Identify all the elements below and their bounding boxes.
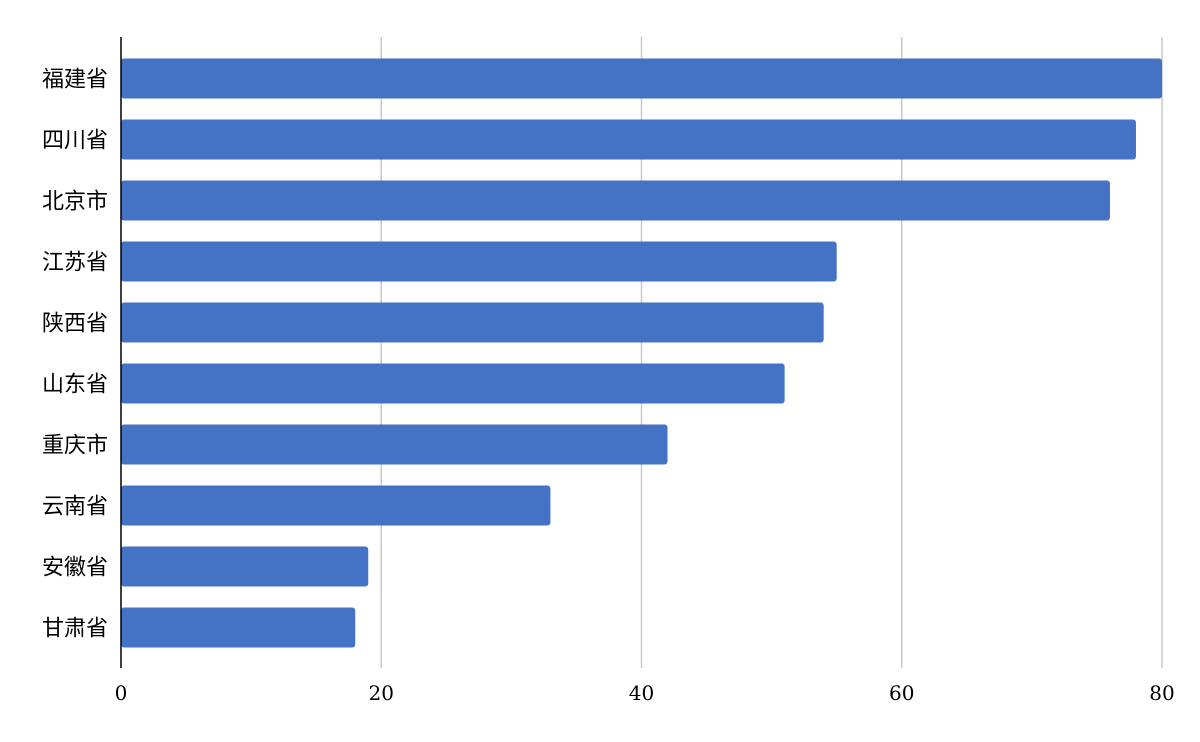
x-tick-labels: 0 20 40 60 80 — [115, 681, 1175, 705]
category-label: 四川省 — [42, 129, 108, 154]
bar-2 — [121, 119, 1136, 160]
bar-6 — [121, 363, 785, 404]
x-tick-label: 0 — [115, 681, 128, 705]
category-label: 陕西省 — [42, 312, 108, 337]
bar-8 — [121, 485, 551, 526]
category-label: 云南省 — [42, 495, 108, 520]
x-tick-label: 20 — [369, 681, 394, 705]
bar-10 — [121, 607, 356, 648]
category-label: 甘肃省 — [42, 617, 108, 642]
bar-3 — [121, 180, 1110, 221]
category-label: 山东省 — [42, 373, 108, 398]
category-label: 北京市 — [42, 190, 108, 215]
bar-4 — [121, 241, 837, 282]
bar-7 — [121, 424, 668, 465]
x-tick-label: 80 — [1149, 681, 1174, 705]
bar-5 — [121, 302, 824, 343]
category-label: 福建省 — [42, 68, 108, 93]
x-tick-label: 40 — [629, 681, 654, 705]
category-label: 重庆市 — [42, 434, 108, 459]
bar-1 — [121, 58, 1162, 99]
category-label: 江苏省 — [42, 251, 108, 276]
bars — [121, 58, 1162, 648]
bar-9 — [121, 546, 369, 587]
category-label: 安徽省 — [42, 556, 108, 581]
x-tick-label: 60 — [889, 681, 914, 705]
